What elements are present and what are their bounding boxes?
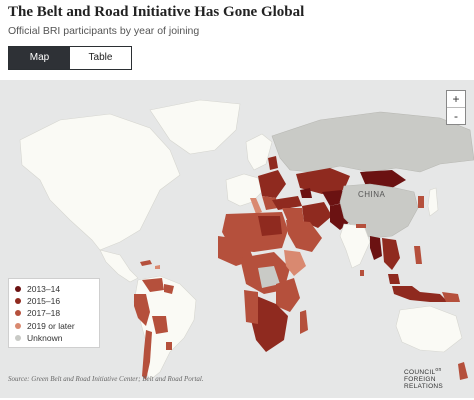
table-tab-button[interactable]: Table [88,52,113,63]
legend-item: 2015–16 [15,295,93,307]
caribbean-participant [155,265,160,269]
ecuador-peru [134,294,150,326]
russia [271,111,474,173]
libya-egypt [258,216,282,236]
india [339,223,371,269]
new-zealand [458,362,468,380]
eastern-europe [258,170,286,198]
guyana-suriname [164,284,174,294]
legend-swatch [15,286,21,293]
world-map[interactable]: CHINA + - 2013–14 2015–16 2017–18 2019 o… [0,80,474,398]
source-note: Source: Green Belt and Road Initiative C… [8,375,204,383]
legend-item: 2019 or later [15,320,93,332]
view-toggle: Map Table [8,46,132,70]
sri-lanka [360,270,364,276]
mongolia [360,170,406,188]
caribbean-participant [140,260,152,266]
chile [142,330,152,380]
indochina [382,238,400,270]
map-legend: 2013–14 2015–16 2017–18 2019 or later Un… [8,278,100,348]
baltics [268,156,278,170]
legend-label: 2019 or later [27,320,75,331]
china-map-label: CHINA [358,190,386,199]
zoom-out-button[interactable]: - [454,109,458,123]
bolivia [152,316,168,334]
logo-line-3: RELATIONS [404,383,444,391]
cfr-logo: COUNCILon FOREIGN RELATIONS [404,367,464,390]
kazakhstan [296,168,350,194]
legend-swatch [15,322,21,329]
korea [418,196,424,208]
legend-label: 2015–16 [27,296,61,307]
map-svg [19,99,474,381]
japan [427,187,439,217]
map-tab-button[interactable]: Map [9,47,70,69]
australia [395,305,463,353]
nepal-sri-lanka [356,224,366,228]
greenland [149,99,241,155]
drc-unknown [258,266,280,288]
horn-of-africa [284,250,306,276]
scandinavia [245,133,273,171]
legend-item: 2017–18 [15,307,93,319]
uruguay-argentina [166,342,172,350]
iran [302,202,332,228]
legend-swatch [15,334,21,341]
legend-item: 2013–14 [15,283,93,295]
southern-africa [250,294,288,352]
balkans [262,196,278,210]
italy-portugal [250,198,262,214]
madagascar [300,310,308,334]
indonesia [392,286,448,302]
zoom-in-button[interactable]: + [447,91,465,108]
venezuela [142,278,164,292]
myanmar [370,236,382,260]
arabian-peninsula [286,220,322,252]
logo-line-2: FOREIGN [404,376,436,384]
legend-label: Unknown [27,332,63,343]
legend-item: Unknown [15,332,93,344]
north-america [19,113,181,251]
levant-iraq [282,208,304,222]
legend-swatch [15,298,21,305]
philippines [414,246,422,264]
papua [442,292,460,302]
malaysia [388,274,400,284]
caucasus [300,188,312,198]
angola-namibia [244,290,258,324]
central-america [99,249,139,283]
legend-label: 2013–14 [27,284,61,295]
chart-subtitle: Official BRI participants by year of joi… [8,25,200,37]
legend-label: 2017–18 [27,308,61,319]
legend-swatch [15,310,21,317]
turkey [272,196,302,210]
chart-title: The Belt and Road Initiative Has Gone Gl… [8,4,305,20]
logo-line-1: COUNCILon [404,367,442,377]
east-africa [276,278,300,312]
zoom-controls: + - [446,90,466,125]
